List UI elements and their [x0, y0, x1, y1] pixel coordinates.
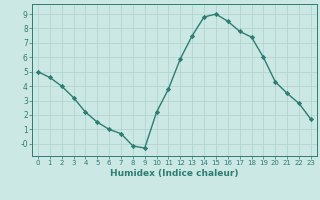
X-axis label: Humidex (Indice chaleur): Humidex (Indice chaleur)	[110, 169, 239, 178]
